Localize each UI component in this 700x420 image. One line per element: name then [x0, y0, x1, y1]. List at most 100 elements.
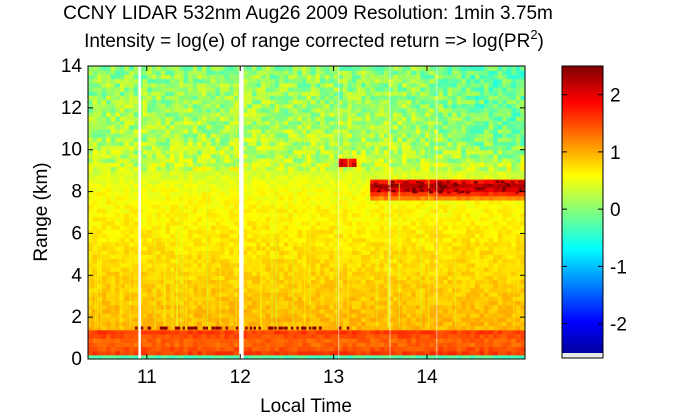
heatmap-cell — [247, 128, 253, 134]
heatmap-cell — [147, 124, 153, 130]
heatmap-cell — [174, 204, 180, 209]
heatmap-cell — [297, 237, 303, 243]
heatmap-cell — [101, 128, 107, 134]
heatmap-cell — [247, 254, 253, 260]
heatmap-cell — [347, 95, 353, 101]
heatmap-cell — [274, 141, 280, 147]
heatmap-cell — [379, 103, 385, 109]
heatmap-cell — [165, 199, 171, 205]
heatmap-cell — [220, 120, 226, 126]
heatmap-cell — [342, 304, 349, 310]
heatmap-cell — [165, 233, 171, 239]
heatmap-cell — [342, 124, 349, 130]
heatmap-cell — [329, 266, 335, 272]
heatmap-cell — [324, 354, 330, 359]
heatmap-cell — [397, 95, 403, 101]
heatmap-cell — [342, 254, 349, 260]
heatmap-cell — [347, 170, 353, 176]
heatmap-cell — [283, 258, 289, 264]
heatmap-cell — [311, 162, 317, 168]
heatmap-cell — [115, 204, 121, 209]
heatmap-cell — [329, 99, 335, 105]
heatmap-cell — [324, 346, 330, 352]
heatmap-cell — [197, 262, 203, 268]
heatmap-cell — [142, 250, 148, 255]
heatmap-cell — [151, 296, 157, 301]
heatmap-cell — [160, 250, 166, 255]
heatmap-cell — [128, 116, 135, 122]
heatmap-cell — [210, 66, 217, 71]
heatmap-cell — [315, 199, 321, 205]
heatmap-cell — [324, 250, 330, 255]
heatmap-cell — [110, 317, 116, 322]
heatmap-cell — [210, 145, 217, 151]
heatmap-cell — [361, 254, 367, 260]
heatmap-cell — [270, 137, 276, 142]
heatmap-cell — [88, 300, 94, 306]
heatmap-cell — [270, 162, 276, 168]
heatmap-cell — [169, 204, 176, 209]
heatmap-cell — [379, 329, 385, 335]
heatmap-cell — [342, 99, 349, 105]
heatmap-cell — [142, 141, 148, 147]
heatmap-cell — [210, 212, 217, 218]
heatmap-cell — [106, 204, 112, 209]
heatmap-cell — [356, 279, 362, 285]
heatmap-cell — [106, 174, 112, 180]
heatmap-cell — [101, 120, 107, 126]
heatmap-cell — [206, 333, 212, 339]
heatmap-cell — [247, 158, 253, 163]
heatmap-cell — [128, 262, 135, 268]
heatmap-cell — [197, 66, 203, 71]
heatmap-cell — [279, 279, 285, 285]
heatmap-cell — [383, 258, 390, 264]
heatmap-cell — [279, 333, 285, 339]
heatmap-cell — [388, 170, 394, 176]
heatmap-cell — [265, 91, 271, 96]
heatmap-cell — [210, 195, 217, 201]
heatmap-cell — [224, 312, 230, 318]
heatmap-cell — [383, 241, 390, 247]
heatmap-cell — [397, 317, 403, 322]
heatmap-cell — [397, 354, 403, 359]
heatmap-cell — [151, 99, 157, 105]
heatmap-cell — [97, 212, 103, 218]
heatmap-cell — [151, 308, 157, 314]
heatmap-cell — [392, 78, 399, 84]
heatmap-cell — [247, 220, 253, 226]
heatmap-cell — [119, 321, 126, 327]
heatmap-cell — [247, 225, 253, 230]
heatmap-cell — [119, 70, 126, 75]
heatmap-cell — [147, 204, 153, 209]
heatmap-cell — [315, 132, 321, 138]
heatmap-cell — [383, 162, 390, 168]
heatmap-cell — [201, 308, 207, 314]
heatmap-cell — [165, 225, 171, 230]
heatmap-cell — [110, 99, 116, 105]
heatmap-cell — [402, 275, 408, 281]
heatmap-cell — [206, 212, 212, 218]
heatmap-cell — [142, 333, 148, 339]
heatmap-cell — [274, 199, 280, 205]
heatmap-cell — [160, 317, 166, 322]
heatmap-cell — [165, 66, 171, 71]
heatmap-cell — [297, 191, 303, 197]
heatmap-cell — [329, 191, 335, 197]
heatmap-cell — [224, 145, 230, 151]
heatmap-cell — [324, 82, 330, 88]
heatmap-cell — [274, 346, 280, 352]
heatmap-cell — [361, 329, 367, 335]
heatmap-cell — [156, 170, 162, 176]
heatmap-cell — [147, 338, 153, 343]
heatmap-cell — [192, 174, 198, 180]
heatmap-cell — [179, 354, 185, 359]
heatmap-cell — [110, 333, 116, 339]
heatmap-cell — [320, 342, 326, 348]
heatmap-cell — [270, 145, 276, 151]
heatmap-cell — [292, 191, 298, 197]
heatmap-cell — [133, 308, 139, 314]
heatmap-cell — [402, 317, 408, 322]
heatmap-cell — [88, 296, 94, 301]
heatmap-cell — [165, 250, 171, 255]
heatmap-cell — [324, 78, 330, 84]
